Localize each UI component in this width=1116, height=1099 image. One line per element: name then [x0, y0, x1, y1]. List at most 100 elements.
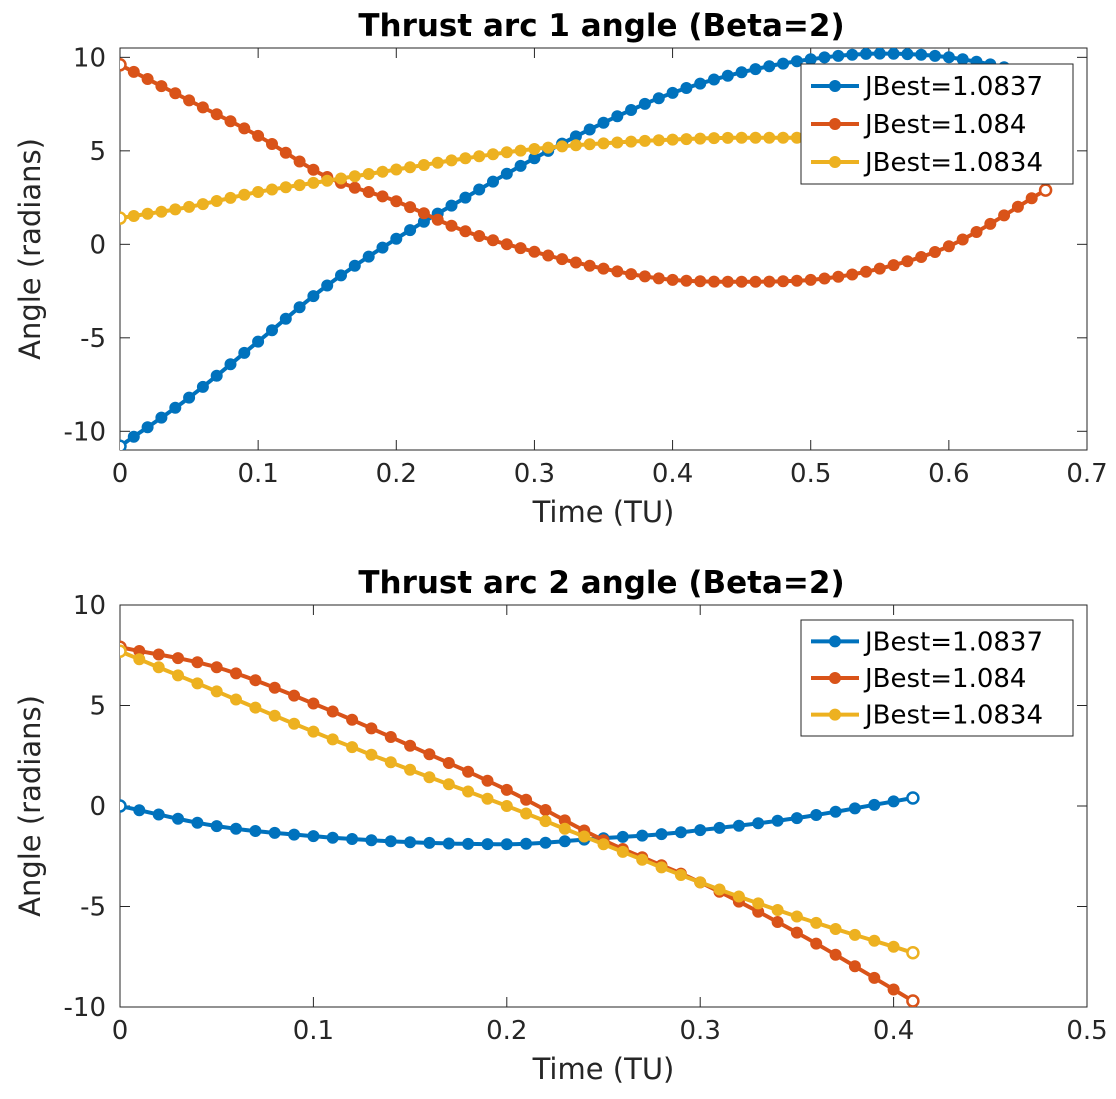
- x-tick-label: 0.5: [1066, 1016, 1107, 1046]
- series-point: [487, 234, 499, 247]
- series-point: [539, 815, 552, 828]
- series-point: [268, 826, 281, 839]
- series-point: [307, 725, 320, 738]
- series-point: [293, 155, 306, 168]
- series-point: [230, 693, 242, 706]
- series-point: [326, 831, 339, 844]
- series-point: [984, 217, 997, 230]
- series-end-point: [906, 945, 920, 960]
- series-point: [887, 48, 900, 60]
- series-point: [848, 928, 861, 941]
- series-2: [120, 58, 1053, 288]
- series-point: [666, 86, 679, 99]
- x-tick-label: 0.7: [1066, 459, 1107, 489]
- legend-swatch-marker: [829, 708, 841, 721]
- series-point: [694, 824, 707, 837]
- y-tick-label: 0: [89, 230, 106, 260]
- y-tick-label: 10: [73, 43, 106, 73]
- y-tick-label: 0: [89, 792, 106, 822]
- series-point: [155, 80, 168, 93]
- series-point: [384, 835, 397, 848]
- series-point: [266, 138, 278, 150]
- series-point: [307, 830, 320, 843]
- series-point: [804, 53, 817, 66]
- series-point: [777, 131, 790, 144]
- series-end-point: [906, 994, 920, 1007]
- series-point: [335, 172, 347, 185]
- series-point: [638, 134, 651, 147]
- series-point: [172, 812, 184, 825]
- series-point: [423, 836, 436, 849]
- series-point: [771, 916, 784, 928]
- y-axis-label: Angle (radians): [13, 695, 47, 917]
- y-axis-label: Angle (radians): [13, 138, 47, 360]
- series-point: [404, 161, 417, 174]
- series-point: [611, 265, 624, 278]
- series-point: [365, 722, 378, 735]
- series-point: [423, 771, 436, 784]
- legend: JBest=1.0837 JBest=1.084 JBest=1.0834: [800, 63, 1074, 185]
- series-point: [901, 255, 914, 268]
- series-point: [417, 159, 430, 171]
- series-point: [713, 821, 726, 834]
- series-point: [210, 661, 223, 674]
- series-point: [169, 87, 182, 100]
- series-point: [500, 167, 513, 180]
- series-point: [868, 798, 881, 811]
- series-point: [818, 272, 831, 285]
- series-point: [288, 689, 301, 702]
- x-tick-label: 0: [112, 459, 129, 489]
- series-point: [307, 163, 320, 176]
- series-point: [191, 677, 204, 690]
- series-point: [655, 861, 668, 874]
- series-point: [929, 246, 941, 258]
- series-point: [346, 713, 359, 726]
- series-point: [583, 123, 596, 136]
- series-point: [473, 183, 486, 196]
- series-point: [970, 226, 983, 238]
- series-point: [868, 971, 881, 984]
- series-point: [514, 159, 527, 172]
- series-point: [625, 135, 638, 148]
- series-point: [611, 136, 624, 149]
- series-point: [169, 401, 182, 414]
- plot-series: [120, 640, 920, 1007]
- series-point: [611, 110, 624, 123]
- series-point: [810, 809, 823, 821]
- series-point: [569, 139, 582, 152]
- series-point: [183, 391, 196, 404]
- series-point: [887, 259, 900, 272]
- series-point: [846, 48, 859, 61]
- series-point: [694, 275, 707, 288]
- legend-label: JBest=1.0834: [863, 701, 1043, 731]
- series-point: [152, 661, 165, 674]
- series-point: [362, 168, 375, 180]
- series-point: [266, 183, 278, 196]
- series-point: [346, 833, 359, 845]
- series-1: [120, 791, 920, 851]
- series-point: [238, 188, 251, 201]
- series-point: [514, 144, 527, 157]
- series-point: [528, 245, 541, 258]
- series-point: [929, 49, 941, 62]
- series-point: [558, 822, 571, 835]
- series-point: [915, 251, 928, 263]
- series-point: [481, 838, 494, 851]
- series-point: [459, 191, 472, 204]
- series-point: [569, 256, 582, 269]
- x-tick-label: 0.4: [873, 1016, 914, 1046]
- series-point: [848, 960, 861, 973]
- series-point: [956, 233, 969, 246]
- series-point: [528, 143, 541, 155]
- y-tick-label: -10: [64, 993, 106, 1023]
- x-axis-label: Time (TU): [532, 1052, 675, 1086]
- chart-title: Thrust arc 2 angle (Beta=2): [358, 565, 844, 601]
- series-point: [638, 270, 651, 283]
- series-point: [384, 756, 397, 769]
- legend-label: JBest=1.084: [863, 664, 1026, 694]
- y-tick-label: 5: [89, 137, 106, 167]
- series-point: [942, 240, 955, 253]
- series-point: [249, 825, 262, 837]
- series-point: [500, 800, 513, 812]
- series-point: [172, 669, 184, 682]
